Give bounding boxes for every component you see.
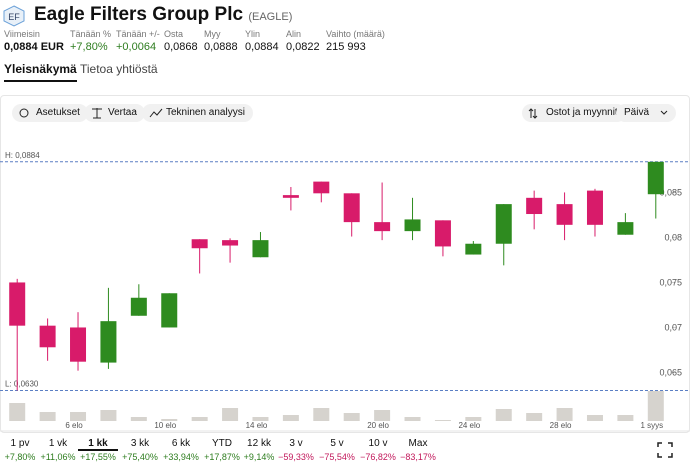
period-button[interactable]: 6 kk — [171, 438, 191, 449]
period-change: +75,40% — [122, 452, 158, 462]
expand-icon — [657, 442, 673, 458]
period-button[interactable]: 5 v — [330, 438, 344, 449]
stat-label: Viimeisin — [4, 29, 40, 39]
stat-value: 0,0884 EUR — [4, 41, 64, 53]
stat-value: 0,0884 — [245, 41, 279, 53]
period-change: +17,55% — [80, 452, 116, 462]
period-button[interactable]: 10 v — [368, 438, 388, 449]
technical-button[interactable]: Tekninen analyysi — [142, 104, 253, 122]
period-button[interactable]: Max — [408, 438, 428, 449]
period-change: +11,06% — [40, 452, 76, 462]
period-change: +7,80% — [4, 452, 36, 462]
stat-value: +0,0064 — [116, 41, 157, 53]
period-button[interactable]: 1 pv — [10, 438, 30, 449]
period-change: −75,54% — [319, 452, 355, 462]
period-change: +17,87% — [204, 452, 240, 462]
company-name: Eagle Filters Group Plc — [34, 4, 244, 25]
stat-value: +7,80% — [70, 41, 108, 53]
stat-label: Osta — [164, 29, 184, 39]
period-change: +9,14% — [243, 452, 275, 462]
period-button[interactable]: 1 kk — [78, 438, 118, 451]
period-change: −59,33% — [278, 452, 314, 462]
tab-overview[interactable]: Yleisnäkymä — [4, 62, 77, 82]
chart-card — [0, 95, 690, 433]
trades-button[interactable]: Ostot ja myynnit — [522, 104, 626, 122]
stat-label: Tänään % — [70, 29, 112, 39]
period-button[interactable]: YTD — [212, 438, 232, 449]
company-title: Eagle Filters Group Plc (EAGLE) — [34, 4, 292, 26]
stat-label: Ylin — [245, 29, 261, 39]
stat-value: 215 993 — [326, 41, 366, 53]
period-change: −76,82% — [360, 452, 396, 462]
logo: EF — [3, 5, 25, 27]
period-button[interactable]: 1 vk — [48, 438, 68, 449]
stat-label: Vaihto (määrä) — [326, 29, 385, 39]
tab-company[interactable]: Tietoa yhtiöstä — [80, 62, 158, 76]
stat-label: Tänään +/- — [116, 29, 160, 39]
period-change: +33,94% — [163, 452, 199, 462]
period-button[interactable]: 12 kk — [247, 438, 271, 449]
stat-label: Alin — [286, 29, 302, 39]
stat-value: 0,0868 — [164, 41, 198, 53]
settings-button[interactable]: Asetukset — [12, 104, 88, 122]
svg-text:EF: EF — [8, 12, 20, 22]
period-change: −83,17% — [400, 452, 436, 462]
period-button[interactable]: 3 kk — [130, 438, 150, 449]
stat-label: Myy — [204, 29, 221, 39]
compare-button[interactable]: Vertaa — [84, 104, 145, 122]
stat-value: 0,0888 — [204, 41, 238, 53]
period-button[interactable]: 3 v — [289, 438, 303, 449]
ticker: (EAGLE) — [248, 11, 293, 23]
stat-value: 0,0822 — [286, 41, 320, 53]
interval-select[interactable]: Päivä — [616, 104, 676, 122]
